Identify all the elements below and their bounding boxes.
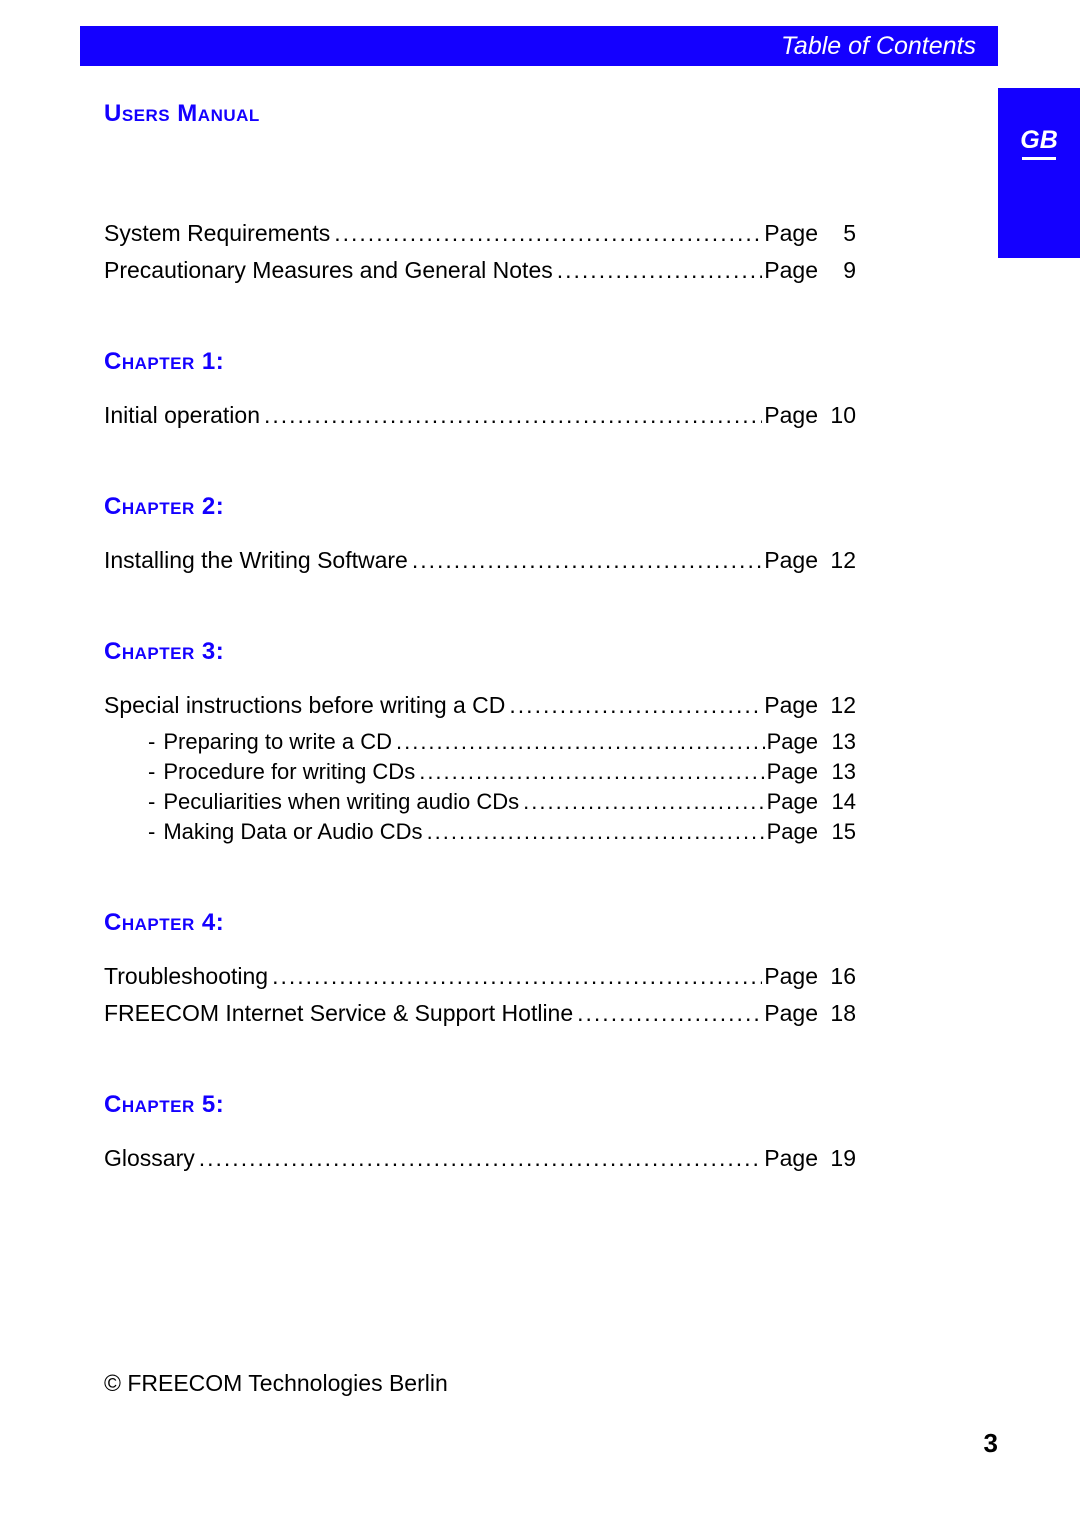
toc-page-num: 18 (818, 1000, 856, 1027)
toc-entry: System Requirements Page 5 (104, 220, 856, 247)
toc-entry: Initial operation Page 10 (104, 402, 856, 429)
toc-page-num: 12 (818, 692, 856, 719)
toc-sub-entry: - Preparing to write a CD Page 13 (104, 729, 856, 755)
section-chapter3-title: Chapter 3: (104, 638, 856, 666)
copyright-text: © FREECOM Technologies Berlin (104, 1370, 448, 1397)
toc-page-word: Page (765, 789, 818, 815)
section-chapter1-title: Chapter 1: (104, 348, 856, 376)
toc-page-num: 19 (818, 1145, 856, 1172)
toc-dots (330, 220, 762, 247)
header-title: Table of Contents (781, 32, 976, 61)
toc-entry: Glossary Page 19 (104, 1145, 856, 1172)
toc-page-word: Page (762, 1000, 818, 1027)
toc-entry: Precautionary Measures and General Notes… (104, 257, 856, 284)
dash-icon: - (148, 789, 155, 815)
header-bar: Table of Contents (80, 26, 998, 66)
toc-page-word: Page (762, 220, 818, 247)
section-chapter5-title: Chapter 5: (104, 1091, 856, 1119)
toc-label: Glossary (104, 1145, 195, 1172)
page-number: 3 (984, 1428, 998, 1459)
toc-label: Making Data or Audio CDs (163, 819, 422, 845)
toc-page-word: Page (762, 257, 818, 284)
toc-label: Troubleshooting (104, 963, 268, 990)
section-chapter2-title: Chapter 2: (104, 493, 856, 521)
toc-dots (415, 759, 764, 785)
toc-label: Preparing to write a CD (163, 729, 392, 755)
toc-sub-entry: - Peculiarities when writing audio CDs P… (104, 789, 856, 815)
toc-page-num: 13 (818, 729, 856, 755)
toc-dots (423, 819, 765, 845)
toc-dots (195, 1145, 763, 1172)
toc-page-num: 5 (818, 220, 856, 247)
toc-page-word: Page (762, 1145, 818, 1172)
dash-icon: - (148, 759, 155, 785)
toc-page-num: 10 (818, 402, 856, 429)
toc-page-num: 9 (818, 257, 856, 284)
language-tab-label: GB (1020, 126, 1058, 155)
toc-label: System Requirements (104, 220, 330, 247)
toc-label: Special instructions before writing a CD (104, 692, 505, 719)
toc-label: Procedure for writing CDs (163, 759, 415, 785)
toc-dots (553, 257, 763, 284)
toc-entry: FREECOM Internet Service & Support Hotli… (104, 1000, 856, 1027)
toc-dots (505, 692, 762, 719)
toc-page-num: 16 (818, 963, 856, 990)
toc-label: Initial operation (104, 402, 260, 429)
language-tab-underline (1022, 157, 1056, 160)
toc-label: Installing the Writing Software (104, 547, 408, 574)
toc-page-num: 12 (818, 547, 856, 574)
toc-page-num: 13 (818, 759, 856, 785)
toc-label: FREECOM Internet Service & Support Hotli… (104, 1000, 573, 1027)
toc-dots (260, 402, 762, 429)
toc-page-num: 14 (818, 789, 856, 815)
toc-entry: Troubleshooting Page 16 (104, 963, 856, 990)
toc-page-num: 15 (818, 819, 856, 845)
toc-dots (392, 729, 765, 755)
toc-sub-entry: - Procedure for writing CDs Page 13 (104, 759, 856, 785)
dash-icon: - (148, 819, 155, 845)
toc-entry: Special instructions before writing a CD… (104, 692, 856, 719)
toc-page-word: Page (765, 819, 818, 845)
toc-content: Users Manual System Requirements Page 5 … (104, 100, 856, 1182)
toc-page-word: Page (765, 729, 818, 755)
toc-dots (268, 963, 762, 990)
dash-icon: - (148, 729, 155, 755)
toc-entry: Installing the Writing Software Page 12 (104, 547, 856, 574)
toc-page-word: Page (762, 692, 818, 719)
section-chapter4-title: Chapter 4: (104, 909, 856, 937)
toc-dots (573, 1000, 762, 1027)
toc-label: Precautionary Measures and General Notes (104, 257, 553, 284)
toc-dots (408, 547, 762, 574)
toc-page-word: Page (762, 547, 818, 574)
section-users-manual-title: Users Manual (104, 100, 856, 128)
toc-label: Peculiarities when writing audio CDs (163, 789, 519, 815)
toc-page-word: Page (765, 759, 818, 785)
toc-sub-entry: - Making Data or Audio CDs Page 15 (104, 819, 856, 845)
language-tab: GB (998, 88, 1080, 258)
toc-dots (519, 789, 764, 815)
toc-page-word: Page (762, 963, 818, 990)
toc-page-word: Page (762, 402, 818, 429)
